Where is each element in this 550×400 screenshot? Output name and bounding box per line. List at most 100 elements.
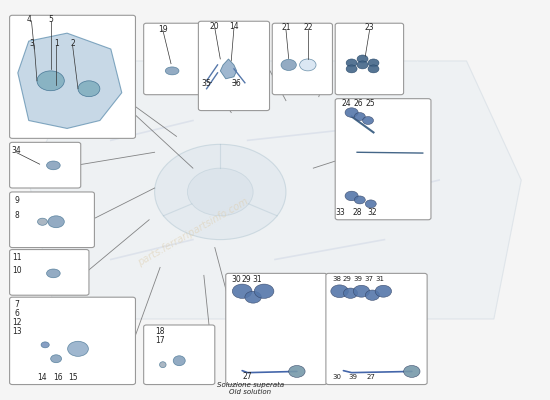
Circle shape bbox=[353, 285, 370, 297]
Text: 27: 27 bbox=[243, 372, 252, 381]
FancyBboxPatch shape bbox=[9, 192, 95, 248]
Text: 9: 9 bbox=[14, 196, 19, 205]
Text: 5: 5 bbox=[48, 15, 53, 24]
Ellipse shape bbox=[51, 355, 62, 363]
Circle shape bbox=[368, 65, 379, 73]
Text: 36: 36 bbox=[232, 79, 241, 88]
Circle shape bbox=[346, 59, 357, 67]
Text: 39: 39 bbox=[349, 374, 358, 380]
Text: 31: 31 bbox=[375, 276, 384, 282]
Circle shape bbox=[155, 144, 286, 240]
Circle shape bbox=[254, 284, 274, 298]
Text: 39: 39 bbox=[353, 276, 362, 282]
Circle shape bbox=[368, 59, 379, 67]
FancyBboxPatch shape bbox=[272, 23, 332, 95]
Text: 27: 27 bbox=[366, 374, 375, 380]
Text: 8: 8 bbox=[14, 210, 19, 220]
Circle shape bbox=[365, 200, 376, 208]
Circle shape bbox=[188, 168, 253, 216]
Circle shape bbox=[343, 288, 358, 298]
Text: 4: 4 bbox=[26, 15, 31, 24]
Circle shape bbox=[365, 290, 380, 300]
Text: 38: 38 bbox=[332, 276, 342, 282]
FancyBboxPatch shape bbox=[9, 15, 135, 138]
Circle shape bbox=[375, 285, 392, 297]
Text: 24: 24 bbox=[342, 99, 351, 108]
FancyBboxPatch shape bbox=[335, 23, 404, 95]
Circle shape bbox=[345, 108, 358, 117]
Text: 10: 10 bbox=[12, 266, 21, 275]
Text: parts.ferraripartsinfo.com: parts.ferraripartsinfo.com bbox=[136, 196, 250, 268]
Text: 15: 15 bbox=[68, 373, 78, 382]
Circle shape bbox=[345, 191, 358, 201]
FancyBboxPatch shape bbox=[326, 273, 427, 384]
Text: 1: 1 bbox=[54, 38, 58, 48]
Circle shape bbox=[232, 284, 252, 298]
Circle shape bbox=[331, 285, 348, 298]
Polygon shape bbox=[18, 33, 122, 128]
Ellipse shape bbox=[47, 269, 60, 278]
Ellipse shape bbox=[68, 341, 89, 356]
FancyBboxPatch shape bbox=[144, 23, 201, 95]
Text: 30: 30 bbox=[232, 275, 241, 284]
Text: 6: 6 bbox=[14, 308, 19, 318]
Circle shape bbox=[404, 366, 420, 377]
FancyBboxPatch shape bbox=[144, 325, 215, 384]
FancyBboxPatch shape bbox=[9, 142, 81, 188]
FancyBboxPatch shape bbox=[226, 273, 327, 384]
Ellipse shape bbox=[173, 356, 185, 366]
Text: 31: 31 bbox=[252, 275, 262, 284]
Circle shape bbox=[362, 116, 373, 124]
FancyBboxPatch shape bbox=[9, 297, 135, 384]
Ellipse shape bbox=[48, 216, 64, 228]
Text: 35: 35 bbox=[202, 79, 211, 88]
Text: 33: 33 bbox=[336, 208, 345, 217]
Text: 14: 14 bbox=[229, 22, 239, 30]
Text: 3: 3 bbox=[29, 38, 34, 48]
Circle shape bbox=[289, 366, 305, 377]
Text: 13: 13 bbox=[12, 327, 21, 336]
Polygon shape bbox=[29, 61, 521, 319]
Text: 18: 18 bbox=[155, 327, 165, 336]
FancyBboxPatch shape bbox=[199, 21, 270, 110]
Text: 28: 28 bbox=[353, 208, 362, 217]
Ellipse shape bbox=[166, 67, 179, 75]
Text: 30: 30 bbox=[332, 374, 342, 380]
Text: 26: 26 bbox=[353, 99, 363, 108]
Text: 11: 11 bbox=[12, 253, 21, 262]
Text: 19: 19 bbox=[158, 25, 168, 34]
Polygon shape bbox=[221, 59, 236, 79]
Text: Soluzione superata
Old solution: Soluzione superata Old solution bbox=[217, 382, 284, 395]
Text: 16: 16 bbox=[53, 373, 63, 382]
FancyBboxPatch shape bbox=[335, 99, 431, 220]
Text: 32: 32 bbox=[367, 208, 377, 217]
Text: 2: 2 bbox=[70, 38, 75, 48]
Text: 7: 7 bbox=[14, 300, 19, 309]
Text: 14: 14 bbox=[37, 373, 47, 382]
Circle shape bbox=[245, 291, 261, 303]
Ellipse shape bbox=[47, 161, 60, 170]
Text: 29: 29 bbox=[242, 275, 251, 284]
Text: 22: 22 bbox=[303, 23, 312, 32]
Text: 23: 23 bbox=[365, 23, 375, 32]
Text: 20: 20 bbox=[210, 22, 219, 30]
Ellipse shape bbox=[300, 59, 316, 71]
Text: 25: 25 bbox=[365, 99, 375, 108]
Text: 29: 29 bbox=[343, 276, 351, 282]
Text: 21: 21 bbox=[281, 23, 291, 32]
Ellipse shape bbox=[281, 59, 296, 70]
Circle shape bbox=[354, 196, 365, 204]
Circle shape bbox=[37, 71, 64, 91]
Circle shape bbox=[357, 55, 368, 63]
Ellipse shape bbox=[41, 342, 50, 348]
FancyBboxPatch shape bbox=[9, 250, 89, 295]
Ellipse shape bbox=[160, 362, 166, 368]
Text: 17: 17 bbox=[155, 336, 165, 344]
Circle shape bbox=[357, 61, 368, 69]
Text: 34: 34 bbox=[12, 146, 21, 155]
Ellipse shape bbox=[37, 218, 47, 225]
Text: 37: 37 bbox=[364, 276, 373, 282]
Circle shape bbox=[78, 81, 100, 97]
Circle shape bbox=[346, 65, 357, 73]
Text: 12: 12 bbox=[12, 318, 21, 327]
